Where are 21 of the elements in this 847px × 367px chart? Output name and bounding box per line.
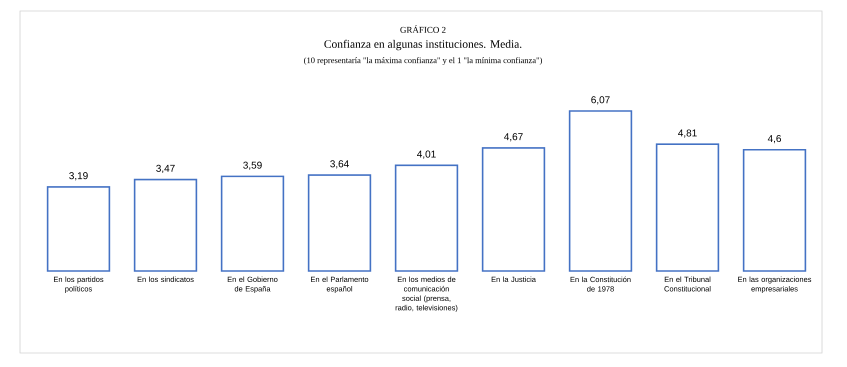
data-label: 6,07 (591, 96, 610, 104)
bar (742, 148, 806, 272)
bar (482, 147, 546, 272)
bar (308, 174, 372, 272)
data-label: 4,67 (504, 133, 523, 142)
text: (10 representaría "la máxima confianza" y el 1 "la mínima confianza") (304, 57, 542, 65)
data-label: 4,6 (768, 134, 782, 144)
data-label: 3,47 (156, 164, 175, 174)
bar (656, 143, 720, 272)
data-label: 4,01 (417, 150, 436, 159)
bar (394, 164, 458, 272)
data-label: 3,19 (69, 172, 88, 180)
data-label: 3,64 (330, 160, 349, 169)
bar (46, 186, 110, 272)
chart-subtitle: Confianza en algunas instituciones. Media. (324, 40, 522, 50)
bar (134, 178, 198, 272)
chart-title: GRÁFICO 2 (400, 25, 446, 33)
bar (220, 176, 284, 272)
bar (568, 110, 632, 272)
data-label: 4,81 (678, 129, 697, 138)
data-label: 3,59 (243, 162, 262, 170)
